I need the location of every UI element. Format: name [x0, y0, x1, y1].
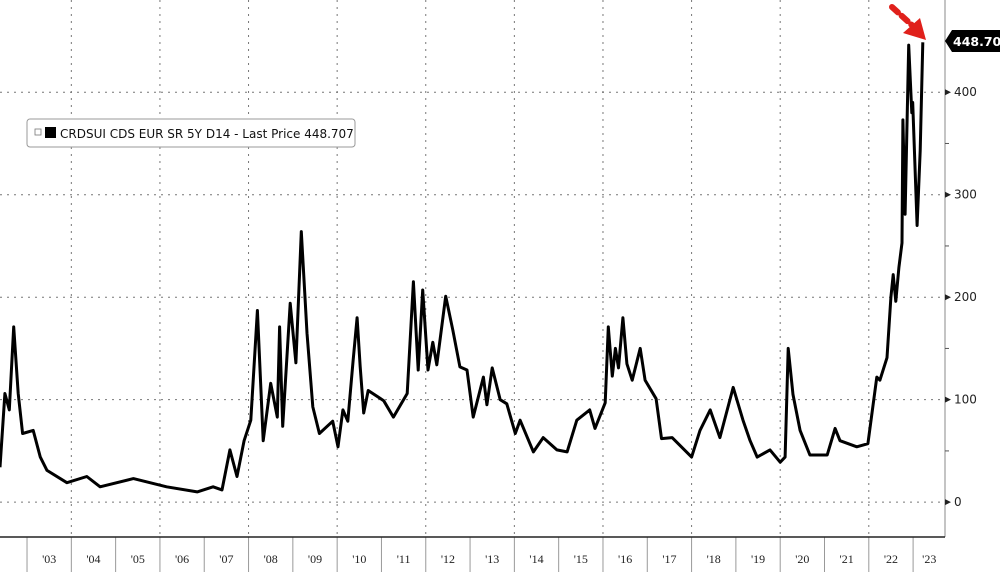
cds-price-line	[0, 42, 925, 494]
x-tick-label: '09	[308, 552, 322, 566]
x-tick-label: '11	[397, 552, 411, 566]
y-axis-ticks: 0 100 200 300 400	[945, 40, 977, 509]
x-tick-label: '05	[131, 552, 145, 566]
x-tick-label: '16	[618, 552, 632, 566]
legend-label: CRDSUI CDS EUR SR 5Y D14 - Last Price 44…	[60, 127, 354, 141]
x-tick-label: '18	[707, 552, 721, 566]
red-arrow-annotation	[889, 4, 926, 40]
legend: CRDSUI CDS EUR SR 5Y D14 - Last Price 44…	[26, 118, 356, 148]
x-tick-label: '04	[86, 552, 100, 566]
legend-expand-icon[interactable]	[34, 128, 42, 136]
y-tick-mark	[945, 499, 951, 506]
last-price-value: 448.707	[953, 34, 1000, 49]
y-tick-mark	[945, 396, 951, 403]
x-tick-label: '03	[42, 552, 56, 566]
x-tick-label: '08	[264, 552, 278, 566]
y-tick-mark	[945, 191, 951, 198]
x-tick-label: '13	[485, 552, 499, 566]
x-tick-label: '17	[662, 552, 676, 566]
x-tick-label: '20	[795, 552, 809, 566]
x-tick-label: '14	[529, 552, 543, 566]
gridlines	[0, 0, 945, 537]
x-tick-label: '12	[441, 552, 455, 566]
x-tick-label: '22	[884, 552, 898, 566]
y-tick-mark	[945, 89, 951, 96]
x-tick-label: '19	[751, 552, 765, 566]
y-tick-label: 300	[954, 188, 977, 202]
last-price-tag: 448.707	[945, 30, 1000, 52]
x-tick-label: '15	[574, 552, 588, 566]
x-tick-label: '07	[219, 552, 233, 566]
y-tick-label: 200	[954, 290, 977, 304]
y-tick-label: 400	[954, 85, 977, 99]
x-tick-label: '23	[922, 552, 936, 566]
x-tick-label: '21	[840, 552, 854, 566]
y-tick-label: 100	[954, 393, 977, 407]
y-tick-mark	[945, 294, 951, 301]
y-tick-label: 0	[954, 495, 962, 509]
x-tick-label: '06	[175, 552, 189, 566]
legend-swatch	[45, 127, 56, 138]
x-tick-label: '10	[352, 552, 366, 566]
x-axis-year-band: '03 '04 '05 '06 '07 '08 '09 '10 '11 '12 '13 '14 '15 '…	[26, 537, 936, 572]
